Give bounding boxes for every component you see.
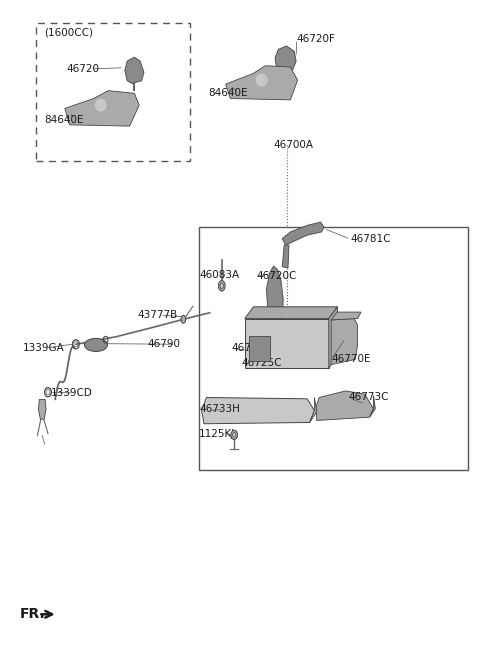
Polygon shape [38,399,46,419]
Polygon shape [266,266,283,335]
Text: 46773C: 46773C [348,392,389,403]
Polygon shape [331,312,361,320]
Bar [249,336,270,361]
Ellipse shape [95,99,107,112]
Text: 84640E: 84640E [44,114,84,125]
Text: 46733H: 46733H [199,404,240,415]
Text: 46083A: 46083A [199,269,240,280]
Polygon shape [282,245,289,268]
Ellipse shape [218,281,225,291]
Ellipse shape [232,433,236,438]
Polygon shape [331,319,358,365]
Text: 43777B: 43777B [137,310,178,321]
Text: 1125KJ: 1125KJ [199,428,236,439]
Polygon shape [329,307,337,368]
Polygon shape [310,397,317,422]
Bar [199,227,468,470]
Polygon shape [226,66,298,100]
Polygon shape [125,57,144,83]
Ellipse shape [220,283,224,288]
Polygon shape [275,46,296,74]
Ellipse shape [256,74,268,87]
Bar [36,23,190,161]
Polygon shape [282,222,324,245]
Text: 46700A: 46700A [274,139,313,150]
Ellipse shape [84,338,108,351]
Ellipse shape [231,430,238,440]
Text: 84640E: 84640E [208,88,248,99]
Text: 46720F: 46720F [297,34,336,45]
Text: 46781C: 46781C [350,234,391,244]
Polygon shape [202,397,314,424]
Text: 467P6: 467P6 [232,343,264,353]
Text: (1600CC): (1600CC) [44,28,93,38]
Polygon shape [65,91,139,126]
Bar [245,319,329,368]
Polygon shape [370,396,375,417]
Text: 46720: 46720 [66,64,99,74]
Text: 46725C: 46725C [242,357,282,368]
Text: 46770E: 46770E [331,354,371,365]
Ellipse shape [181,315,186,323]
Text: 46790: 46790 [148,339,181,350]
Polygon shape [245,307,337,319]
Text: 1339GA: 1339GA [23,342,65,353]
Polygon shape [316,391,373,420]
Text: 1339CD: 1339CD [50,388,92,398]
Text: 46720C: 46720C [257,271,297,281]
Text: FR.: FR. [20,607,46,622]
